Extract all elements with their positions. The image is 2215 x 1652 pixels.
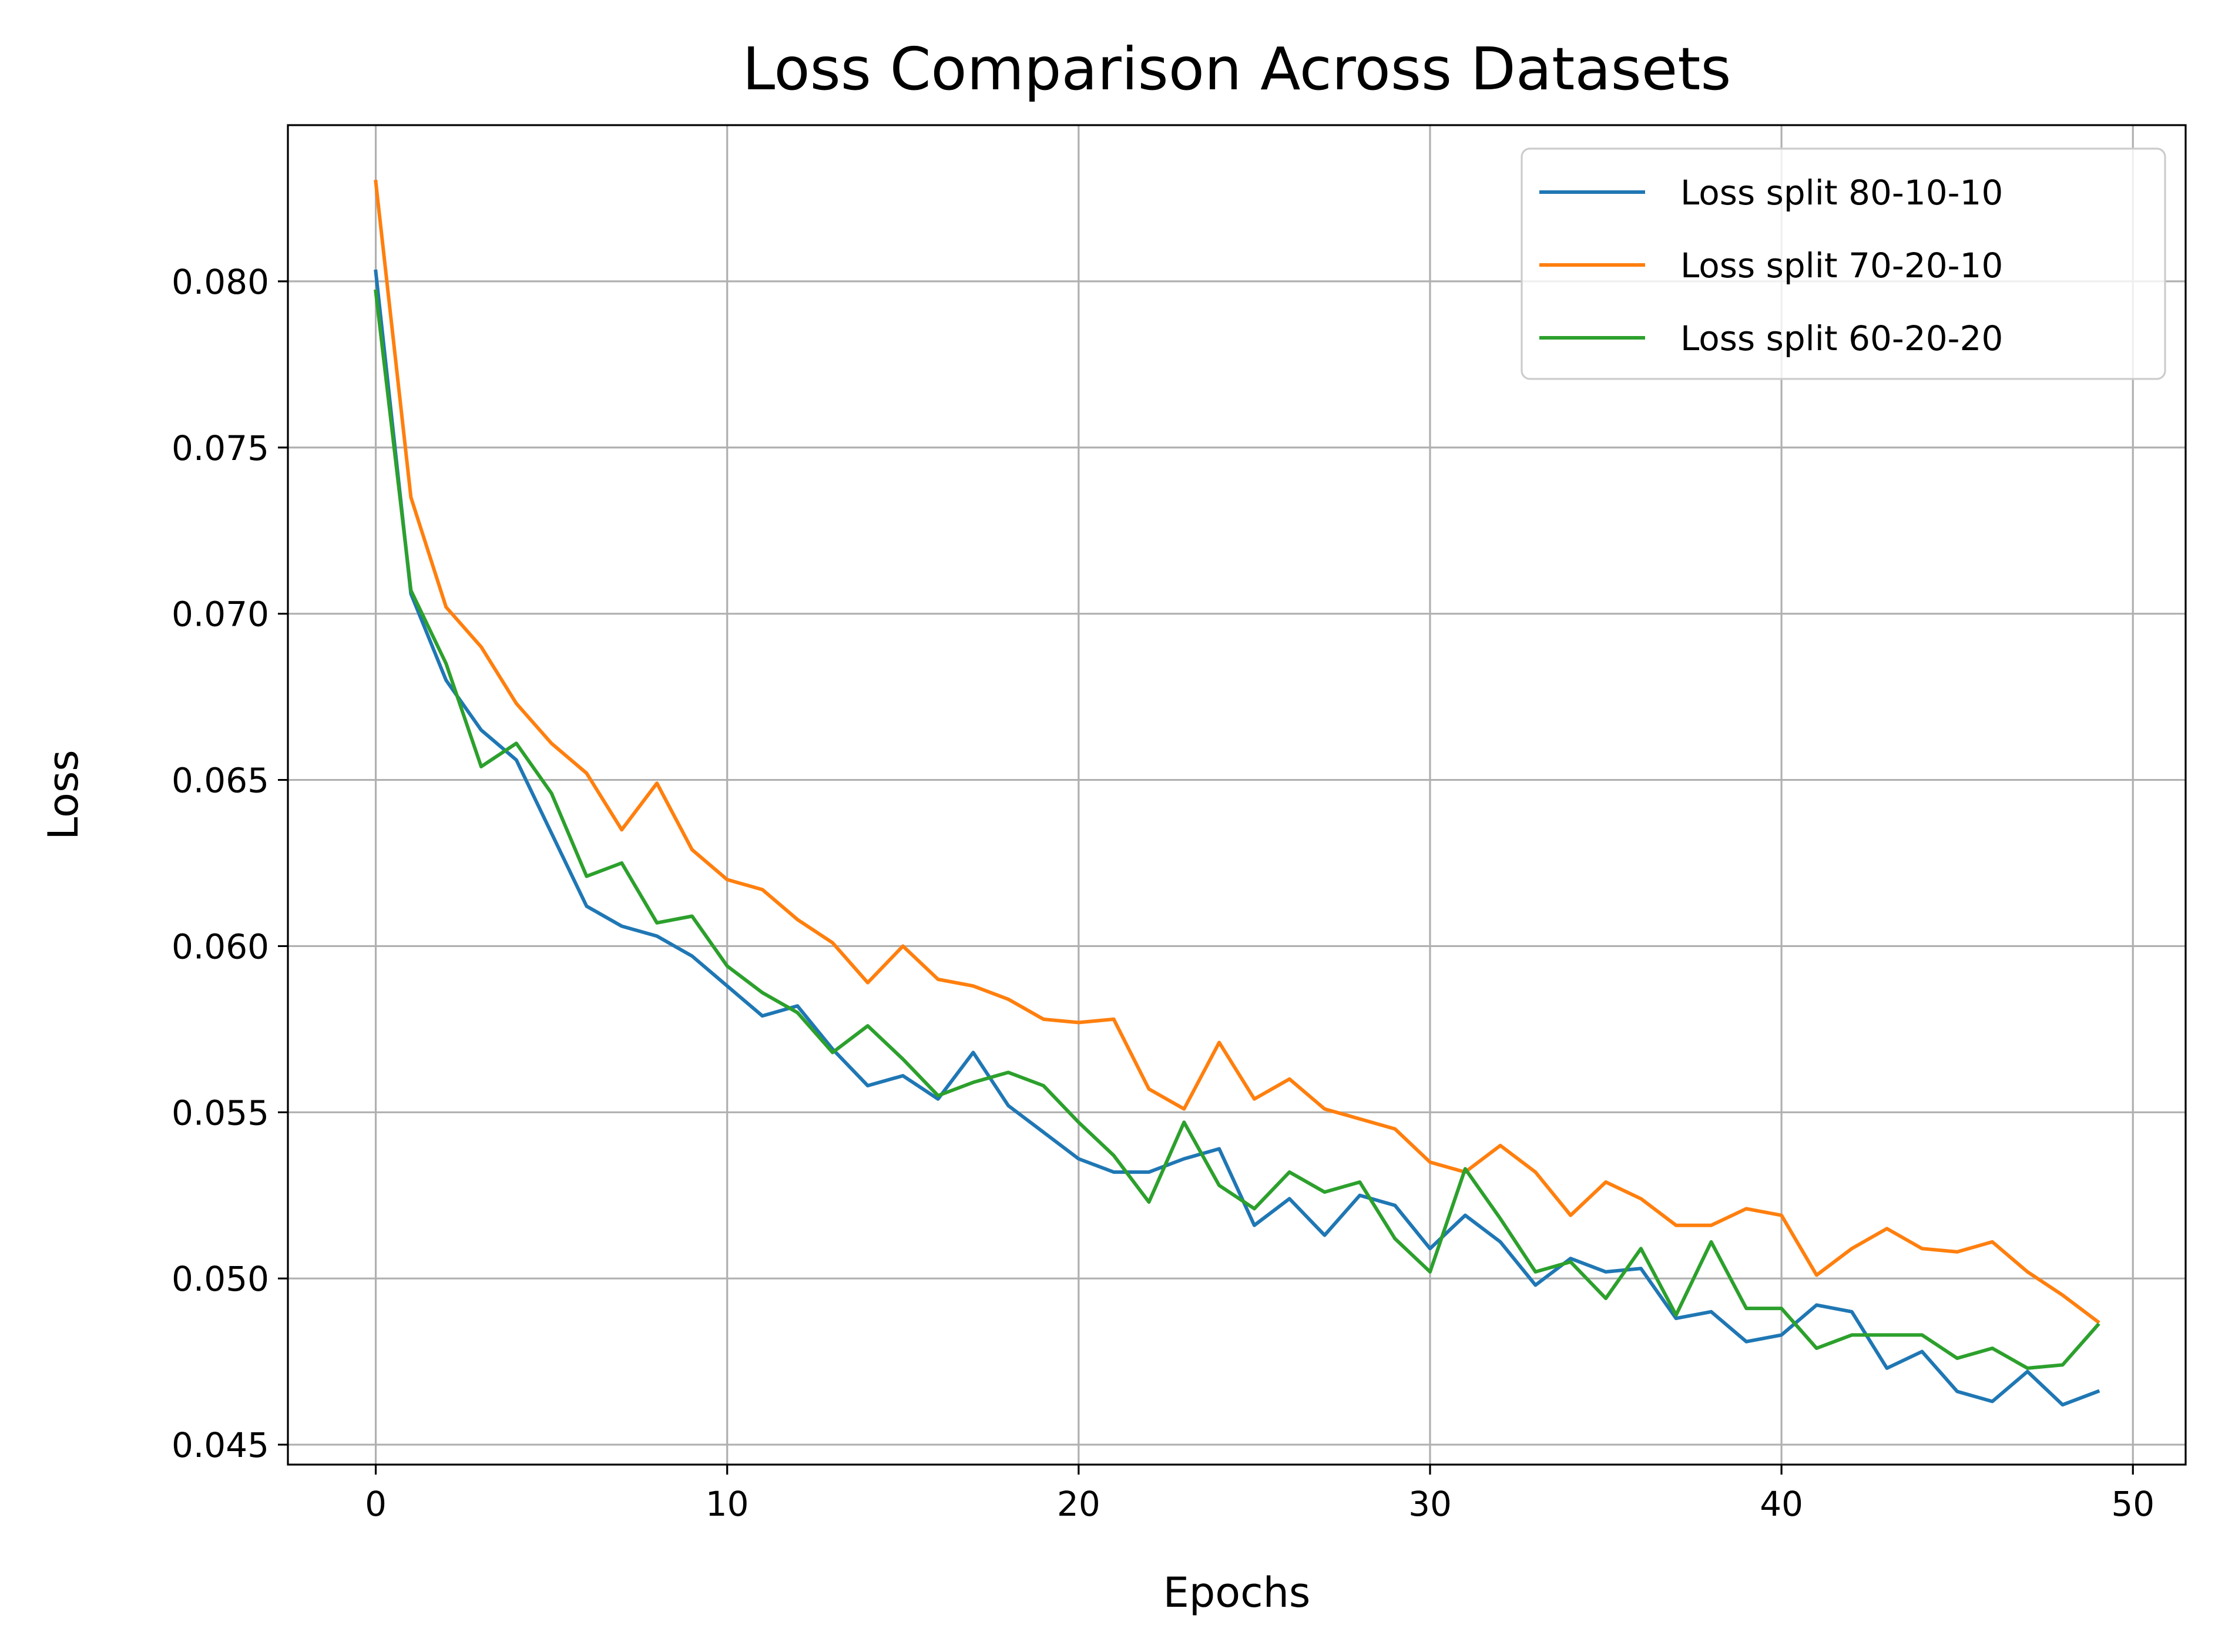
x-tick-label: 10 <box>706 1484 749 1524</box>
x-tick-label: 0 <box>365 1484 387 1524</box>
y-tick-label: 0.075 <box>172 428 269 468</box>
legend: Loss split 80-10-10 Loss split 70-20-10 Lo… <box>1521 147 2166 380</box>
x-axis-label: Epochs <box>1163 1569 1311 1617</box>
x-tick-label: 40 <box>1760 1484 1803 1524</box>
legend-box <box>1521 147 2166 380</box>
x-tick-label: 30 <box>1408 1484 1452 1524</box>
chart-title: Loss Comparison Across Datasets <box>742 35 1731 103</box>
series-line-3 <box>374 289 2100 1370</box>
plot-area-frame <box>287 124 2187 1466</box>
y-tick-label: 0.065 <box>172 761 269 801</box>
x-tick-label: 50 <box>2111 1484 2154 1524</box>
y-tick-label: 0.055 <box>172 1093 269 1133</box>
y-tick-label: 0.060 <box>172 926 269 966</box>
legend-label-1: Loss split 80-10-10 <box>1680 173 2003 213</box>
series-line-2 <box>374 179 2100 1324</box>
y-tick-label: 0.050 <box>172 1259 269 1299</box>
y-tick-label: 0.045 <box>172 1425 269 1465</box>
y-tick-label: 0.080 <box>172 262 269 302</box>
series-line-1 <box>374 269 2100 1407</box>
x-axis-ticks: 0 10 20 30 40 50 <box>365 1465 2154 1524</box>
legend-label-2: Loss split 70-20-10 <box>1680 246 2003 286</box>
x-tick-label: 20 <box>1057 1484 1100 1524</box>
y-axis-label: Loss <box>39 750 88 840</box>
legend-label-3: Loss split 60-20-20 <box>1680 318 2003 358</box>
y-axis-ticks: 0.045 0.050 0.055 0.060 0.065 0.070 0.075 0.080 <box>172 262 288 1465</box>
series-lines <box>374 179 2100 1407</box>
y-tick-label: 0.070 <box>172 595 269 634</box>
grid-lines <box>288 125 2186 1465</box>
